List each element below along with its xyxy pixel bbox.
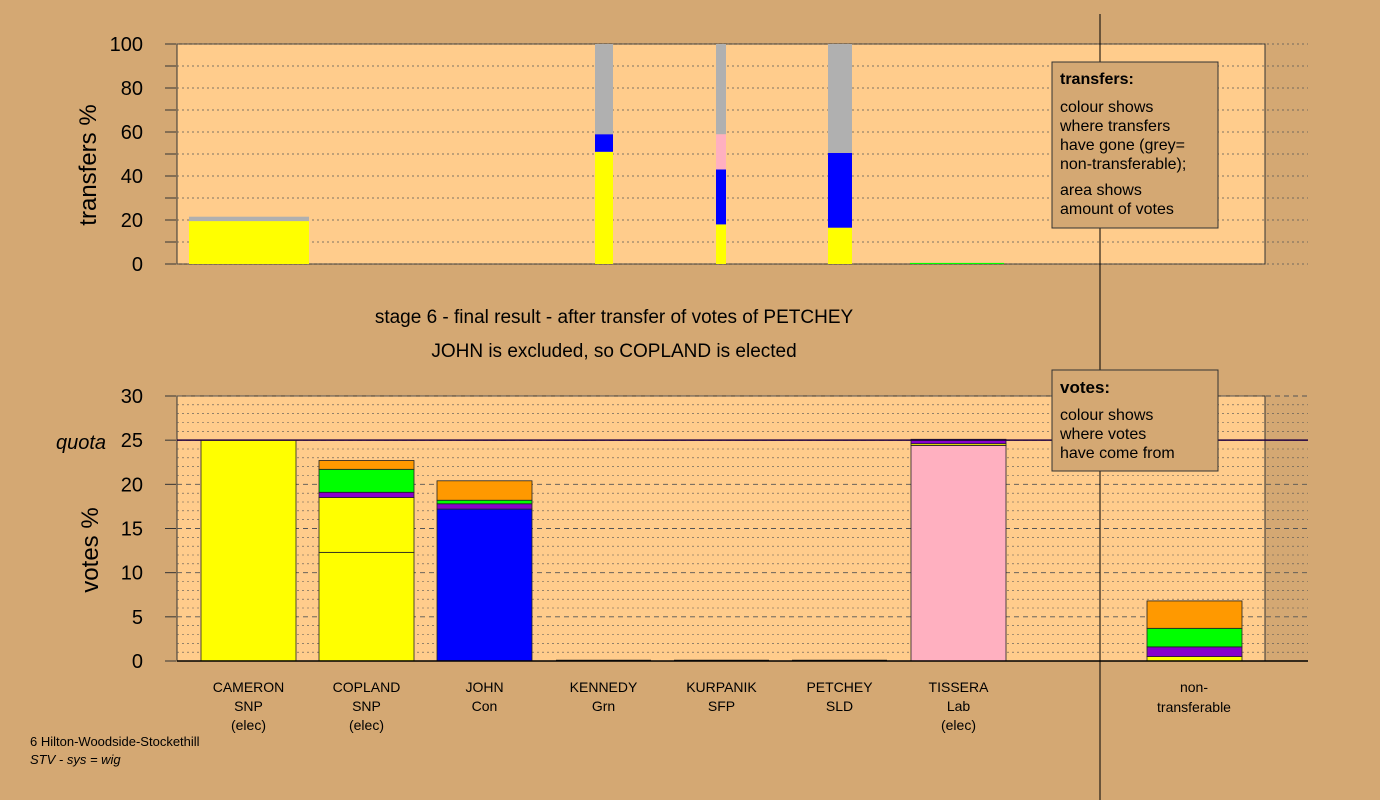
vote-segment-grn	[436, 499, 533, 505]
transfer-segment-grn	[910, 262, 1004, 264]
candidate-name: CAMERON	[213, 679, 285, 695]
candidate-party: SNP	[352, 698, 381, 714]
non-transferable-label-2: transferable	[1157, 699, 1231, 715]
votes-y-ticks: 0 5 10 15 20 25 30	[121, 386, 176, 673]
vote-segment-snp	[318, 497, 415, 553]
transfer-segment-con	[595, 134, 613, 152]
transfers-tick-label: 0	[132, 254, 143, 276]
vote-segment-sld	[318, 460, 415, 470]
votes-legend-line: colour shows	[1060, 407, 1153, 424]
vote-segment-con	[436, 508, 533, 662]
candidate-labels: CAMERON SNP (elec) COPLAND SNP (elec) JOHN Con K…	[213, 679, 989, 733]
stage-headline: stage 6 - final result - after transfer …	[375, 307, 854, 328]
votes-grid	[177, 395, 1308, 662]
transfer-segment-non_transferable	[716, 44, 726, 135]
candidate-party: SFP	[708, 698, 735, 714]
transfers-tick-label: 100	[110, 34, 143, 56]
transfers-legend-line: area shows	[1060, 182, 1142, 199]
transfer-segment-non_transferable	[595, 44, 613, 135]
candidate-party: Grn	[592, 698, 615, 714]
vote-segment-sfp	[436, 503, 533, 510]
transfers-legend-line: have gone (grey=	[1060, 137, 1185, 154]
transfer-segment-snp	[595, 151, 613, 264]
ward-name: 6 Hilton-Woodside-Stockethill	[30, 734, 200, 749]
vote-segment-snp	[318, 551, 415, 662]
transfer-segment-non_transferable	[189, 216, 309, 222]
vote-segment-grn	[318, 468, 415, 493]
transfer-segment-con	[828, 152, 852, 228]
stage-result: JOHN is excluded, so COPLAND is elected	[431, 341, 796, 362]
votes-tick-label: 25	[121, 430, 143, 452]
vote-segment-lab	[910, 445, 1007, 662]
votes-legend-box	[1051, 369, 1219, 472]
transfers-legend-box	[1051, 61, 1219, 229]
candidate-status: (elec)	[349, 717, 384, 733]
transfers-bars	[189, 44, 1004, 264]
transfers-legend-line: non-transferable);	[1060, 156, 1186, 173]
candidate-name: JOHN	[465, 679, 503, 695]
non-transferable-label-1: non-	[1180, 679, 1208, 695]
transfers-tick-label: 80	[121, 78, 143, 100]
transfers-tick-label: 40	[121, 166, 143, 188]
transfer-segment-snp	[189, 221, 309, 264]
transfer-segment-non_transferable	[828, 44, 852, 153]
candidate-party: Con	[472, 698, 498, 714]
candidate-party: SLD	[826, 698, 853, 714]
voting-system: STV - sys = wig	[30, 752, 121, 767]
vote-segment-sld	[436, 480, 533, 501]
transfers-y-axis-label: transfers %	[75, 104, 102, 225]
transfers-legend-line: where transfers	[1059, 118, 1170, 135]
transfers-grid	[177, 43, 1308, 265]
candidate-name: PETCHEY	[806, 679, 873, 695]
vote-segment-sld	[1146, 600, 1243, 629]
candidate-name: KENNEDY	[570, 679, 638, 695]
votes-tick-label: 0	[132, 651, 143, 673]
votes-y-axis-label: votes %	[77, 507, 104, 592]
votes-tick-label: 10	[121, 563, 143, 585]
votes-legend-line: where votes	[1059, 426, 1146, 443]
candidate-status: (elec)	[941, 717, 976, 733]
transfers-legend-line: amount of votes	[1060, 201, 1174, 218]
transfer-segment-snp	[828, 227, 852, 264]
votes-tick-label: 30	[121, 386, 143, 408]
candidate-name: KURPANIK	[686, 679, 757, 695]
vote-segment-grn	[1146, 627, 1243, 648]
votes-tick-label: 5	[132, 607, 143, 629]
votes-legend-title: votes:	[1060, 378, 1110, 397]
vote-segment-sfp	[1146, 646, 1243, 657]
transfers-legend: transfers: colour shows where transfers …	[1051, 61, 1219, 229]
transfers-y-ticks: 0 20 40 60 80 100	[110, 34, 176, 276]
votes-bars	[200, 438, 1243, 662]
transfers-legend-title: transfers:	[1060, 71, 1134, 88]
transfers-tick-label: 60	[121, 122, 143, 144]
vote-segment-snp	[200, 439, 297, 662]
transfer-segment-snp	[716, 224, 726, 264]
votes-legend-line: have come from	[1060, 445, 1175, 462]
candidate-party: SNP	[234, 698, 263, 714]
vote-segment-sfp	[318, 491, 415, 498]
candidate-name: COPLAND	[333, 679, 401, 695]
transfer-segment-con	[716, 169, 726, 225]
candidate-party: Lab	[947, 698, 971, 714]
candidate-status: (elec)	[231, 717, 266, 733]
candidate-name: TISSERA	[929, 679, 990, 695]
votes-legend: votes: colour shows where votes have com…	[1051, 369, 1219, 472]
votes-tick-label: 15	[121, 519, 143, 541]
quota-label: quota	[56, 432, 106, 454]
transfers-legend-line: colour shows	[1060, 99, 1153, 116]
transfer-segment-lab	[716, 134, 726, 170]
votes-tick-label: 20	[121, 474, 143, 496]
transfers-tick-label: 20	[121, 210, 143, 232]
